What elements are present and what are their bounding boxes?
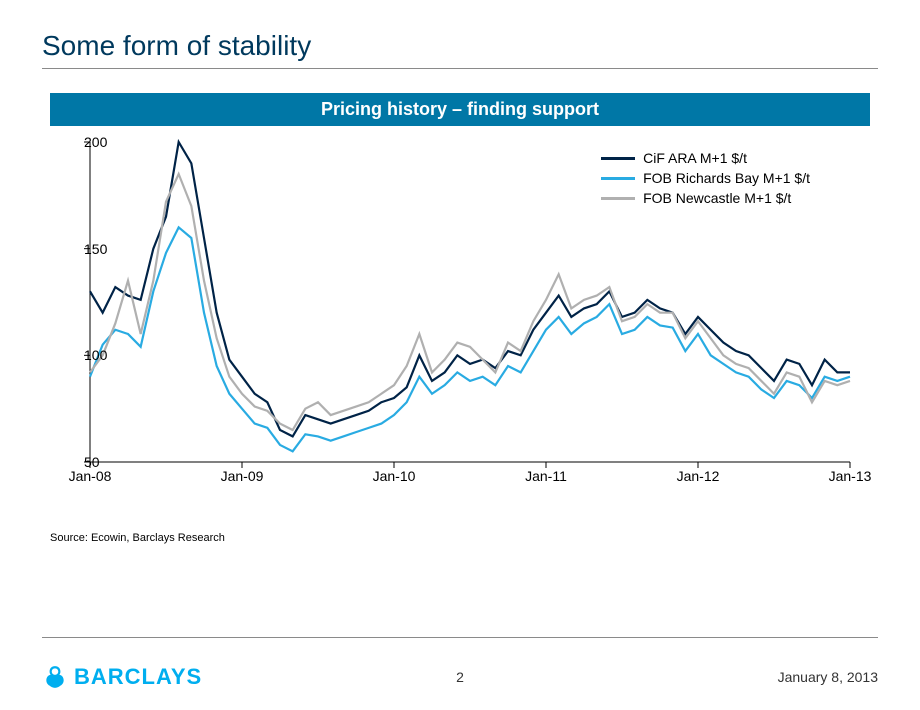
legend-item: FOB Richards Bay M+1 $/t xyxy=(601,170,810,186)
title-rule xyxy=(42,68,878,69)
x-tick-label: Jan-08 xyxy=(69,468,112,484)
x-tick-label: Jan-11 xyxy=(525,468,567,484)
slide-title: Some form of stability xyxy=(42,30,878,62)
x-tick-label: Jan-13 xyxy=(829,468,872,484)
legend-swatch xyxy=(601,157,635,160)
pricing-history-chart: 50100150200 Jan-08Jan-09Jan-10Jan-11Jan-… xyxy=(50,142,870,492)
legend-swatch xyxy=(601,177,635,180)
footer-date: January 8, 2013 xyxy=(778,669,878,685)
eagle-icon xyxy=(42,664,68,690)
x-tick-label: Jan-12 xyxy=(677,468,720,484)
subtitle-bar: Pricing history – finding support xyxy=(50,93,870,126)
page-number: 2 xyxy=(456,669,464,685)
x-tick-label: Jan-10 xyxy=(373,468,416,484)
legend-label: CiF ARA M+1 $/t xyxy=(643,150,747,166)
slide-footer: BARCLAYS 2 January 8, 2013 xyxy=(42,664,878,690)
legend-label: FOB Richards Bay M+1 $/t xyxy=(643,170,810,186)
brand-text: BARCLAYS xyxy=(74,664,202,690)
chart-legend: CiF ARA M+1 $/t FOB Richards Bay M+1 $/t F… xyxy=(601,150,810,210)
legend-label: FOB Newcastle M+1 $/t xyxy=(643,190,791,206)
chart-source: Source: Ecowin, Barclays Research xyxy=(50,532,878,544)
barclays-logo: BARCLAYS xyxy=(42,664,202,690)
legend-item: FOB Newcastle M+1 $/t xyxy=(601,190,810,206)
legend-swatch xyxy=(601,197,635,200)
x-tick-label: Jan-09 xyxy=(221,468,264,484)
footer-rule xyxy=(42,637,878,638)
legend-item: CiF ARA M+1 $/t xyxy=(601,150,810,166)
